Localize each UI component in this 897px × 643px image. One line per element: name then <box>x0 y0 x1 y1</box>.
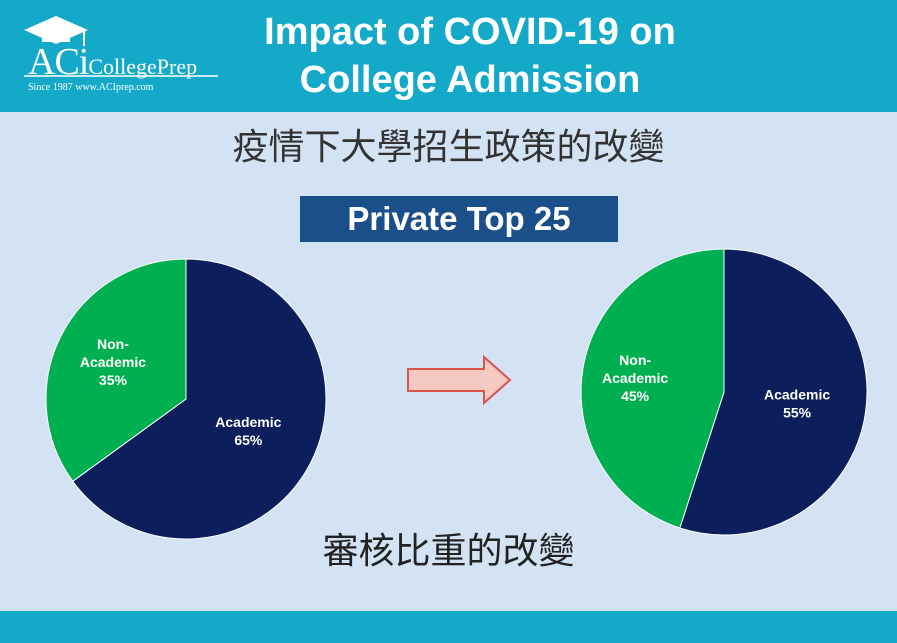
pie-slice-non-academic <box>580 248 725 529</box>
pie-slice-academic <box>72 258 327 540</box>
right-arrow-icon <box>407 354 512 406</box>
aci-logo: ACiCollegePrep Since 1987 www.ACIprep.co… <box>18 14 233 104</box>
pie-slice-label: Academic 65% <box>215 414 281 448</box>
private-top-25-badge: Private Top 25 <box>300 196 618 242</box>
subtitle: 疫情下大學招生政策的改變 <box>232 127 665 168</box>
graduation-cap-icon <box>24 16 218 77</box>
header-bar <box>0 0 897 112</box>
pie-slice-label: Non-Academic 35% <box>80 336 146 388</box>
caption: 審核比重的改變 <box>322 531 575 572</box>
footer-bar <box>0 611 897 643</box>
pie-slice-label: Academic 55% <box>764 387 830 421</box>
pie-slice-non-academic <box>45 258 187 482</box>
title-line-2: College Admission <box>299 59 641 101</box>
pie-chart-after: Academic 55% Non-Academic 45% <box>580 248 868 536</box>
pie-chart-before: Academic 65% Non-Academic 35% <box>45 258 327 540</box>
pie-slice-label: Non-Academic 45% <box>602 352 668 404</box>
logo-wordmark: ACiCollegePrep <box>28 40 197 84</box>
pie-slice-academic <box>679 248 868 536</box>
page-title: Impact of COVID-19 on College Admission <box>200 8 740 104</box>
logo-collegeprep: CollegePrep <box>88 54 198 79</box>
title-line-1: Impact of COVID-19 on <box>264 11 676 53</box>
logo-tagline: Since 1987 www.ACIprep.com <box>28 82 154 93</box>
logo-aci: ACi <box>28 41 89 83</box>
